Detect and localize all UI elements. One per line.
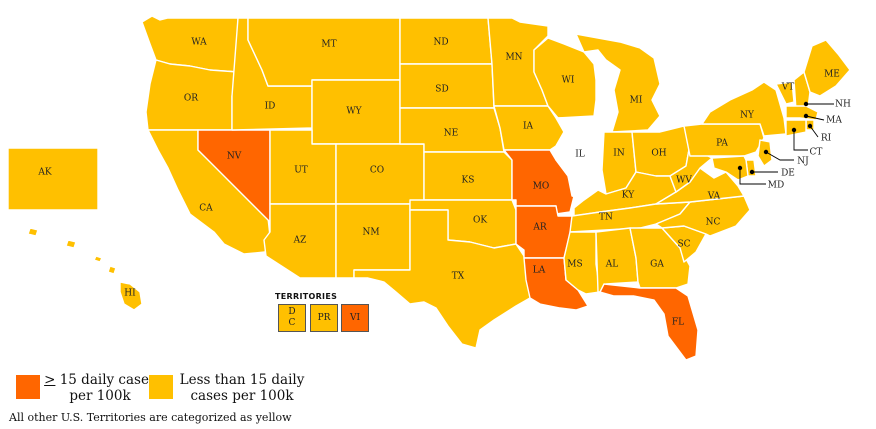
territory-vi-label: VI (349, 312, 361, 323)
state-label-tn: TN (599, 213, 613, 223)
callout-dot-ma (803, 113, 809, 119)
legend-low-line2: cases per 100k (190, 388, 294, 404)
territory-vi: VI (341, 304, 369, 332)
footnote: All other U.S. Territories are categoriz… (9, 411, 292, 424)
legend-label-high: > 15 daily cases per 100k (42, 372, 158, 404)
state-vt (775, 81, 795, 105)
state-label-fl: FL (672, 318, 684, 328)
state-label-mt: MT (321, 40, 336, 50)
state-label-pa: PA (716, 139, 728, 149)
state-md (711, 155, 749, 181)
territory-pr-label: PR (317, 312, 331, 323)
state-ct (785, 119, 807, 137)
state-label-al: AL (605, 260, 618, 270)
state-label-mn: MN (505, 53, 522, 63)
state-label-ma: MA (826, 116, 842, 126)
state-label-mi: MI (630, 96, 643, 106)
state-nm (335, 203, 411, 279)
small-state-callouts (737, 101, 834, 185)
state-ny (701, 81, 787, 137)
state-fl (599, 283, 699, 361)
state-label-ak: AK (37, 168, 51, 178)
state-ak (7, 147, 99, 211)
legend-swatch-low (149, 375, 173, 399)
legend-label-low: Less than 15 daily cases per 100k (178, 372, 306, 404)
state-label-me: ME (824, 70, 840, 80)
state-label-la: LA (533, 266, 546, 276)
state-label-il: IL (575, 150, 585, 160)
state-label-ia: IA (523, 122, 534, 132)
territory-dc: D C (278, 304, 306, 332)
state-label-ny: NY (740, 111, 755, 121)
callout-dot-nj (763, 149, 769, 155)
state-label-md: MD (768, 181, 784, 191)
state-label-ky: KY (622, 191, 635, 201)
state-label-ar: AR (532, 223, 546, 233)
state-labels: WA OR CA NV ID MT WY UT AZ CO NM ND SD NE KS OK TX MN IA MO… (37, 38, 851, 328)
callout-line-ri (809, 125, 819, 138)
territory-pr: PR (310, 304, 338, 332)
territories-title: TERRITORIES (275, 292, 338, 301)
legend-swatch-high (16, 375, 40, 399)
callout-dot-nh (803, 101, 809, 107)
state-label-nh: NH (835, 100, 851, 110)
state-label-hi: HI (124, 289, 136, 299)
legend-low-line1: Less than 15 daily (179, 372, 305, 388)
state-label-nj: NJ (797, 157, 809, 167)
state-label-nm: NM (362, 228, 379, 238)
state-label-in: IN (613, 149, 625, 159)
state-label-wv: WV (676, 176, 692, 186)
callout-line-ct (793, 130, 808, 151)
state-label-ms: MS (567, 260, 582, 270)
state-il (555, 117, 603, 201)
state-label-nc: NC (706, 218, 721, 228)
state-label-wa: WA (191, 38, 207, 48)
legend-high-line2: per 100k (69, 388, 131, 404)
state-tx (353, 209, 531, 349)
callout-dot-de (749, 169, 755, 175)
state-label-tx: TX (452, 272, 465, 282)
state-label-sd: SD (435, 85, 448, 95)
state-mi (575, 33, 661, 133)
state-label-vt: VT (781, 83, 795, 93)
state-label-ks: KS (462, 176, 475, 186)
state-label-wy: WY (346, 107, 362, 117)
callout-line-ma (805, 115, 825, 121)
state-label-co: CO (370, 166, 384, 176)
state-label-ct: CT (810, 148, 823, 158)
state-label-nd: ND (433, 38, 448, 48)
callout-dot-md (737, 165, 743, 171)
state-mt (247, 17, 401, 87)
state-label-ca: CA (199, 204, 213, 214)
state-label-ga: GA (650, 260, 664, 270)
state-label-az: AZ (293, 236, 307, 246)
state-wi (533, 37, 597, 119)
state-hi (27, 227, 143, 311)
state-label-wi: WI (562, 76, 575, 86)
state-label-nv: NV (227, 152, 242, 162)
state-label-sc: SC (677, 240, 690, 250)
state-me (803, 39, 851, 97)
state-nc (655, 195, 751, 237)
state-nh (793, 71, 811, 111)
territory-dc-label: D C (288, 307, 296, 328)
state-label-de: DE (781, 169, 795, 179)
callout-line-md (739, 168, 766, 185)
callout-line-nj (765, 151, 794, 161)
state-label-mo: MO (533, 182, 550, 192)
state-label-ok: OK (473, 216, 487, 226)
state-label-oh: OH (651, 149, 666, 159)
legend-high-line1-text: 15 daily cases (55, 372, 156, 388)
state-label-id: ID (265, 102, 276, 112)
state-label-or: OR (184, 94, 198, 104)
callout-dot-ri (807, 123, 813, 129)
callout-dot-ct (791, 127, 797, 133)
legend-high-line1: > 15 daily cases (44, 372, 156, 388)
state-label-va: VA (707, 192, 721, 202)
state-label-ne: NE (444, 129, 458, 139)
state-label-ri: RI (821, 134, 832, 144)
states-layer (7, 15, 851, 361)
state-label-ut: UT (294, 166, 308, 176)
